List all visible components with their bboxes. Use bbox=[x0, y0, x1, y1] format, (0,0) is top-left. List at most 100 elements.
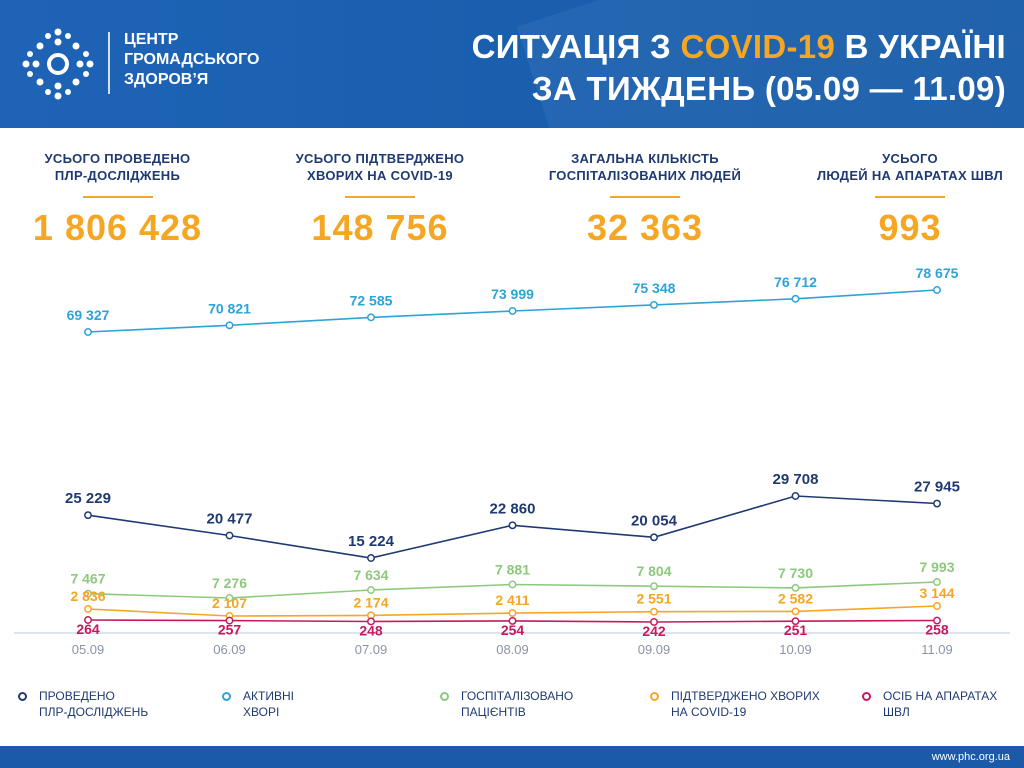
org-name-line: ГРОМАДСЬКОГО bbox=[124, 51, 260, 68]
data-label-ventilators: 264 bbox=[76, 621, 100, 637]
data-point-tests bbox=[225, 531, 234, 540]
stat-ventilators-total: УСЬОГО ЛЮДЕЙ НА АПАРАТАХ ШВЛ 993 bbox=[800, 150, 1020, 248]
stat-label: ЗАГАЛЬНА КІЛЬКІСТЬ ГОСПІТАЛІЗОВАНИХ ЛЮДЕЙ bbox=[530, 150, 760, 184]
data-label-tests: 20 477 bbox=[207, 511, 253, 528]
legend-text-line: ОСІБ НА АПАРАТАХ bbox=[883, 689, 998, 703]
data-label-active: 69 327 bbox=[67, 307, 110, 323]
data-point-tests bbox=[933, 499, 941, 508]
stat-label-line: ХВОРИХ НА COVID-19 bbox=[307, 168, 453, 183]
stat-tests-total: УСЬОГО ПРОВЕДЕНО ПЛР-ДОСЛІДЖЕНЬ 1 806 428 bbox=[10, 150, 225, 248]
legend-marker-icon bbox=[440, 692, 449, 701]
stat-confirmed-total: УСЬОГО ПІДТВЕРДЖЕНО ХВОРИХ НА COVID-19 14… bbox=[270, 150, 490, 248]
data-label-active: 73 999 bbox=[491, 286, 534, 302]
x-tick-label: 08.09 bbox=[496, 642, 529, 657]
data-label-hosp: 7 804 bbox=[636, 563, 671, 579]
data-point-hosp bbox=[84, 589, 92, 598]
legend-marker-icon bbox=[222, 692, 231, 701]
legend-text-line: ХВОРІ bbox=[243, 705, 280, 719]
data-point-confirmed bbox=[791, 607, 800, 616]
stat-label: УСЬОГО ЛЮДЕЙ НА АПАРАТАХ ШВЛ bbox=[800, 150, 1020, 184]
data-point-active bbox=[508, 307, 517, 315]
org-name-line: ЗДОРОВ’Я bbox=[124, 71, 209, 88]
data-point-active bbox=[933, 286, 941, 294]
title-pre: СИТУАЦІЯ З bbox=[471, 28, 681, 65]
legend-text-line: ПАЦІЄНТІВ bbox=[461, 705, 526, 719]
chart-legend: ПРОВЕДЕНО ПЛР-ДОСЛІДЖЕНЬ АКТИВНІ ХВОРІ ГОС… bbox=[0, 688, 1024, 728]
data-point-ventilators bbox=[650, 618, 658, 626]
data-label-ventilators: 251 bbox=[784, 622, 808, 638]
data-point-hosp bbox=[650, 582, 658, 591]
data-label-ventilators: 257 bbox=[218, 622, 242, 638]
stat-value: 148 756 bbox=[311, 207, 449, 248]
data-label-tests: 29 708 bbox=[773, 471, 819, 488]
data-point-tests bbox=[367, 554, 375, 562]
data-label-tests: 22 860 bbox=[490, 500, 536, 517]
data-label-hosp: 7 634 bbox=[353, 567, 388, 583]
x-tick-label: 10.09 bbox=[779, 642, 812, 657]
stat-label-line: ЗАГАЛЬНА КІЛЬКІСТЬ bbox=[571, 151, 719, 166]
footer-url: www.phc.org.ua bbox=[931, 751, 1010, 763]
stat-label: УСЬОГО ПІДТВЕРДЖЕНО ХВОРИХ НА COVID-19 bbox=[270, 150, 490, 184]
data-point-hosp bbox=[933, 578, 941, 586]
data-point-confirmed bbox=[84, 605, 92, 613]
data-label-active: 78 675 bbox=[916, 265, 959, 281]
legend-item-tests: ПРОВЕДЕНО ПЛР-ДОСЛІДЖЕНЬ bbox=[18, 688, 148, 720]
org-name-line: ЦЕНТР bbox=[124, 31, 179, 48]
legend-text-line: АКТИВНІ bbox=[243, 689, 294, 703]
title-line-1: СИТУАЦІЯ З COVID-19 В УКРАЇНІ bbox=[472, 26, 1006, 68]
data-label-tests: 25 229 bbox=[65, 490, 111, 507]
legend-text-line: ПЛР-ДОСЛІДЖЕНЬ bbox=[39, 705, 149, 719]
title-post: В УКРАЇНІ bbox=[835, 28, 1006, 65]
data-label-hosp: 7 467 bbox=[70, 571, 105, 587]
x-tick-label: 11.09 bbox=[921, 642, 953, 657]
data-label-confirmed: 2 836 bbox=[70, 588, 105, 604]
legend-text: ГОСПІТАЛІЗОВАНО ПАЦІЄНТІВ bbox=[461, 688, 573, 720]
weekly-line-chart: 69 327 70 821 72 585 73 999 75 348 76 712 78 6… bbox=[14, 265, 1010, 657]
stat-label-line: УСЬОГО ПРОВЕДЕНО bbox=[44, 151, 191, 166]
stat-label-line: УСЬОГО ПІДТВЕРДЖЕНО bbox=[295, 151, 465, 166]
data-point-ventilators bbox=[84, 616, 92, 624]
legend-item-hospitalized: ГОСПІТАЛІЗОВАНО ПАЦІЄНТІВ bbox=[440, 688, 573, 720]
data-label-confirmed: 3 144 bbox=[919, 585, 954, 601]
data-label-ventilators: 248 bbox=[359, 622, 383, 638]
stat-label-line: ПЛР-ДОСЛІДЖЕНЬ bbox=[54, 168, 181, 183]
org-name: ЦЕНТР ГРОМАДСЬКОГО ЗДОРОВ’Я bbox=[124, 30, 259, 90]
data-label-ventilators: 258 bbox=[925, 622, 949, 638]
data-label-tests: 27 945 bbox=[914, 479, 960, 496]
stat-label-line: ГОСПІТАЛІЗОВАНИХ ЛЮДЕЙ bbox=[548, 168, 742, 183]
stat-divider bbox=[875, 196, 945, 198]
header-banner: ЦЕНТР ГРОМАДСЬКОГО ЗДОРОВ’Я СИТУАЦІЯ З C… bbox=[0, 0, 1024, 128]
stat-divider bbox=[610, 196, 680, 198]
data-point-hosp bbox=[791, 583, 800, 592]
stat-label: УСЬОГО ПРОВЕДЕНО ПЛР-ДОСЛІДЖЕНЬ bbox=[10, 150, 225, 184]
title-highlight: COVID-19 bbox=[680, 28, 836, 65]
legend-text: ПРОВЕДЕНО ПЛР-ДОСЛІДЖЕНЬ bbox=[39, 688, 148, 720]
data-point-active bbox=[225, 321, 234, 330]
data-label-confirmed: 2 582 bbox=[778, 590, 813, 606]
data-point-ventilators bbox=[508, 616, 517, 625]
data-label-ventilators: 242 bbox=[642, 623, 666, 639]
data-point-hosp bbox=[225, 594, 234, 602]
legend-text: ПІДТВЕРДЖЕНО ХВОРИХ НА COVID-19 bbox=[671, 688, 820, 720]
data-point-ventilators bbox=[367, 617, 375, 626]
data-label-confirmed: 2 107 bbox=[212, 595, 247, 611]
legend-text-line: ГОСПІТАЛІЗОВАНО bbox=[461, 689, 574, 703]
title-line-2: ЗА ТИЖДЕНЬ (05.09 — 11.09) bbox=[531, 70, 1006, 107]
legend-item-ventilators: ОСІБ НА АПАРАТАХ ШВЛ bbox=[862, 688, 997, 720]
stat-value: 1 806 428 bbox=[32, 207, 203, 248]
stat-label-line: ЛЮДЕЙ НА АПАРАТАХ ШВЛ bbox=[816, 168, 1004, 183]
legend-text-line: ШВЛ bbox=[883, 705, 910, 719]
data-point-hosp bbox=[367, 586, 375, 594]
data-point-tests bbox=[650, 533, 658, 542]
data-label-confirmed: 2 411 bbox=[495, 592, 529, 608]
data-point-confirmed bbox=[650, 607, 658, 616]
legend-text: АКТИВНІ ХВОРІ bbox=[243, 688, 294, 720]
legend-item-active: АКТИВНІ ХВОРІ bbox=[222, 688, 294, 720]
data-point-active bbox=[650, 300, 658, 309]
data-label-hosp: 7 881 bbox=[495, 561, 530, 577]
legend-text-line: НА COVID-19 bbox=[671, 705, 747, 719]
data-label-hosp: 7 993 bbox=[919, 559, 954, 575]
data-label-confirmed: 2 551 bbox=[636, 591, 671, 607]
legend-text: ОСІБ НА АПАРАТАХ ШВЛ bbox=[883, 688, 997, 720]
data-point-active bbox=[84, 328, 92, 336]
